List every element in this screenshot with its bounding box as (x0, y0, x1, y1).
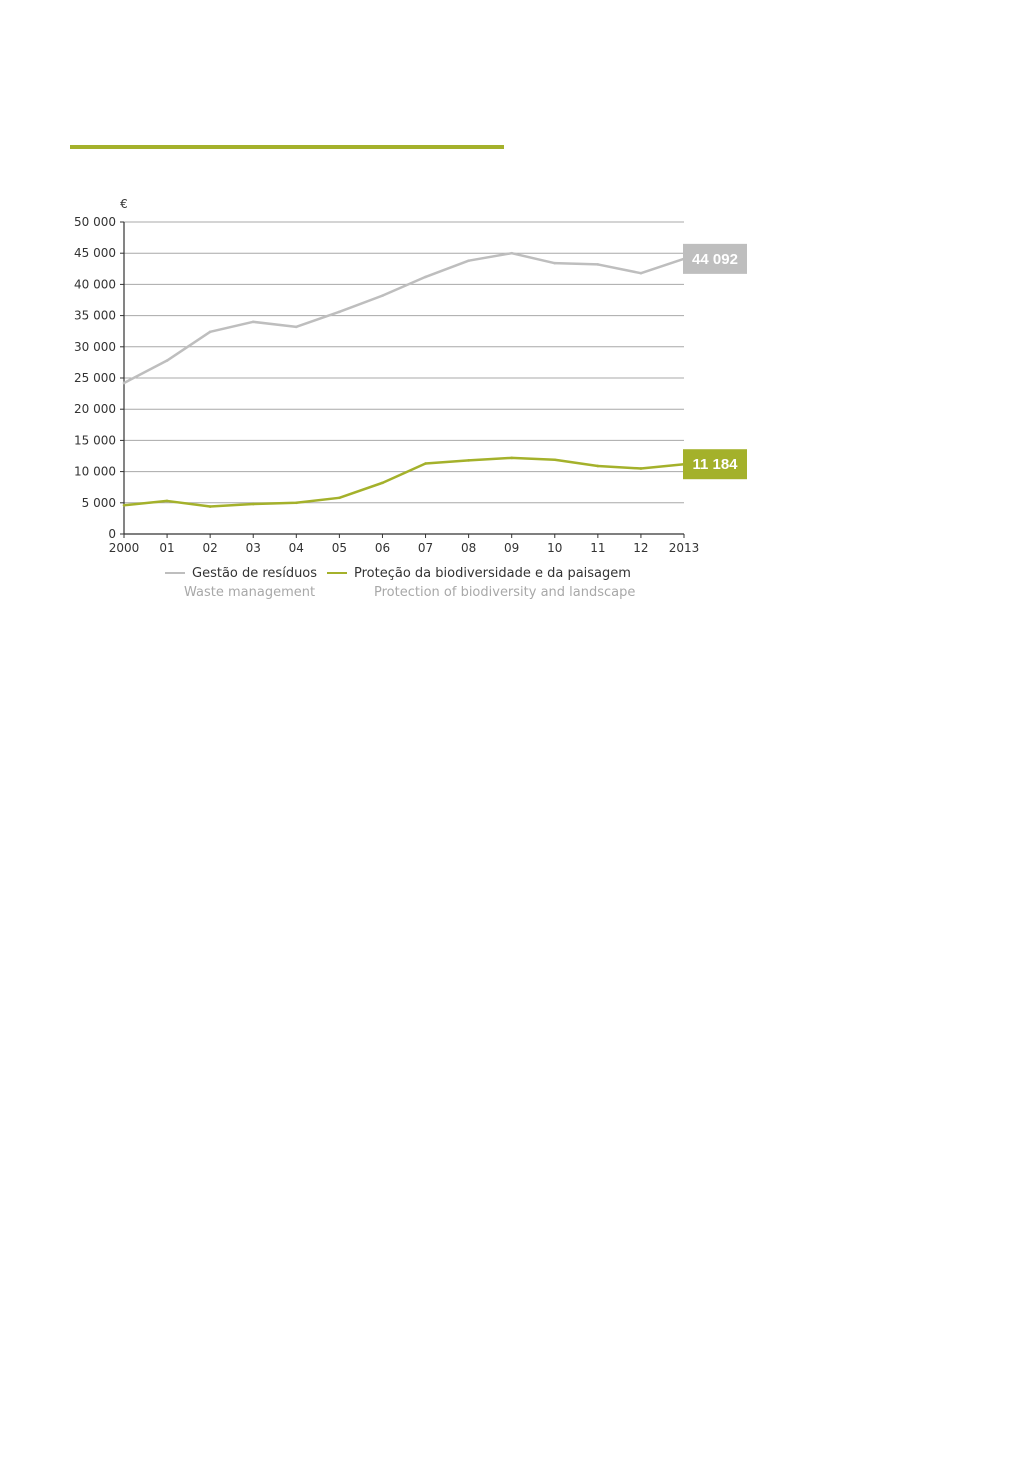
legend-item-biodiversity: Proteção da biodiversidade e da paisagem… (327, 566, 635, 600)
data-point-waste (424, 275, 427, 279)
y-tick-label: 30 000 (74, 340, 116, 354)
y-tick-label: 25 000 (74, 371, 116, 385)
x-tick-label: 2013 (669, 541, 700, 555)
data-point-biodiversity (467, 459, 470, 462)
x-tick-label: 06 (375, 541, 390, 555)
x-tick-label: 04 (289, 541, 304, 555)
y-tick-label: 40 000 (74, 277, 116, 291)
data-point-biodiversity (424, 462, 427, 465)
data-point-biodiversity (553, 458, 557, 462)
series-line-waste (123, 251, 685, 385)
data-point-waste (251, 320, 255, 324)
legend-swatch-waste (165, 571, 185, 574)
x-tick-label: 10 (547, 541, 562, 555)
y-tick-label: 0 (108, 527, 116, 541)
end-label-box-biodiversity (683, 449, 747, 480)
y-tick-label: 35 000 (74, 309, 116, 323)
data-point-waste (510, 251, 513, 255)
legend-swatch-biodiversity (327, 571, 347, 574)
x-tick-label: 09 (504, 541, 519, 555)
data-point-waste (122, 381, 126, 385)
end-label-waste: 44 092 (692, 251, 738, 268)
y-tick-label: 50 000 (74, 215, 116, 229)
data-point-biodiversity (208, 505, 212, 508)
y-tick-label: 20 000 (74, 402, 116, 416)
data-point-biodiversity (338, 496, 341, 500)
x-tick-label: 11 (590, 541, 605, 555)
data-point-biodiversity (165, 499, 169, 503)
x-tick-label: 07 (418, 541, 433, 555)
data-point-biodiversity (596, 464, 600, 468)
x-tick-label: 12 (633, 541, 648, 555)
data-point-biodiversity (122, 503, 126, 507)
data-point-waste (165, 359, 169, 362)
y-tick-label: 15 000 (74, 433, 116, 447)
data-point-biodiversity (295, 501, 298, 505)
x-tick-label: 02 (203, 541, 218, 555)
legend-label-biodiversity: Proteção da biodiversidade e da paisagem (354, 566, 631, 581)
y-unit-label: € (120, 197, 128, 211)
data-point-waste (596, 263, 600, 266)
end-label-box-waste (683, 243, 747, 274)
data-point-waste (381, 294, 384, 297)
data-point-waste (295, 325, 298, 329)
line-chart: 0 5 000 10 000 15 000 20 000 25 000 30 000 35 0… (74, 197, 747, 555)
data-point-waste (338, 310, 341, 314)
accent-rule (70, 145, 504, 149)
y-tick-label: 10 000 (74, 465, 116, 479)
x-tick-label: 08 (461, 541, 476, 555)
data-point-biodiversity (381, 481, 384, 485)
legend-item-waste: Gestão de resíduos Waste management (165, 566, 317, 600)
data-point-waste (553, 261, 557, 265)
end-label-biodiversity: 11 184 (692, 456, 738, 473)
x-tick-label: 01 (159, 541, 174, 555)
y-tick-label: 45 000 (74, 246, 116, 260)
data-point-biodiversity (510, 456, 513, 460)
legend-label-waste: Gestão de resíduos (192, 566, 318, 581)
series-line-biodiversity (123, 456, 685, 508)
legend-sublabel-biodiversity: Protection of biodiversity and landscape (374, 585, 636, 600)
data-point-biodiversity (639, 467, 643, 470)
data-point-waste (639, 271, 643, 275)
legend-sublabel-waste: Waste management (184, 585, 316, 600)
data-point-waste (208, 330, 212, 334)
x-tick-label: 05 (332, 541, 347, 555)
data-point-waste (467, 259, 470, 262)
y-tick-label: 5 000 (82, 496, 116, 510)
x-tick-label: 03 (246, 541, 261, 555)
data-point-biodiversity (251, 502, 255, 506)
x-tick-label: 2000 (109, 541, 140, 555)
